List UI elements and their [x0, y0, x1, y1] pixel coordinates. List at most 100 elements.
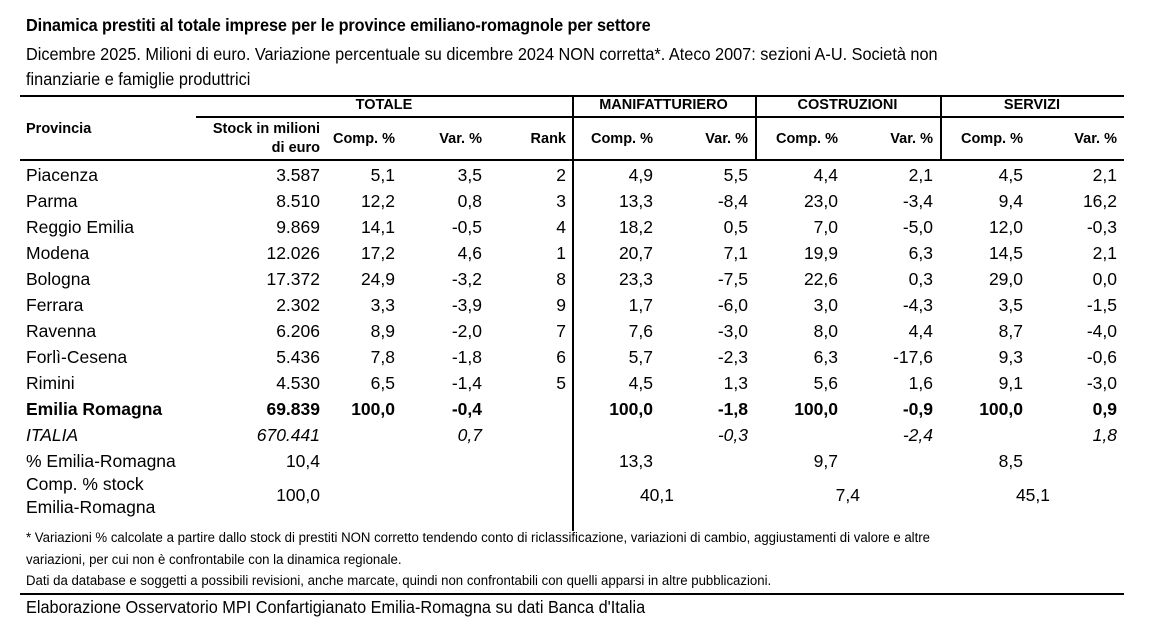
- cell-man-var: 1,3: [723, 373, 748, 393]
- cell-stock: 5.436: [276, 347, 320, 367]
- cell-cos-var: -3,4: [902, 191, 933, 211]
- column-header-cos-comp: Comp. %: [775, 131, 838, 147]
- manifatturiero-divider: [755, 95, 757, 160]
- cell-var: 3,5: [457, 165, 482, 185]
- cell-man-comp: 13,3: [618, 191, 653, 211]
- cell-cos-var: -5,0: [902, 217, 933, 237]
- cell-var: -3,2: [451, 269, 482, 289]
- row-label: Forlì-Cesena: [26, 347, 128, 367]
- cell-ser-var: -0,6: [1086, 347, 1117, 367]
- footnote-3: Dati da database e soggetti a possibili …: [26, 573, 772, 589]
- cell-rank: 7: [556, 321, 566, 341]
- cell-ser-comp: 12,0: [988, 217, 1023, 237]
- cell-cos-var: 1,6: [908, 373, 933, 393]
- cell-cos-comp: 19,9: [803, 243, 838, 263]
- cell-ser-var: 2,1: [1092, 243, 1117, 263]
- row-label: Ferrara: [26, 295, 84, 315]
- footnote-2: variazioni, per cui non è confrontabile …: [26, 552, 402, 568]
- total-cell-man-var: -1,8: [717, 399, 748, 419]
- cell-var: -1,4: [451, 373, 482, 393]
- total-cell-cos-comp: 100,0: [794, 399, 838, 419]
- cell-cos-comp: 6,3: [813, 347, 838, 367]
- column-header-cos-var: Var. %: [890, 131, 933, 147]
- total-cell-man-comp: 100,0: [609, 399, 653, 419]
- cell-ser-var: -4,0: [1086, 321, 1117, 341]
- cell-rank: 1: [556, 243, 566, 263]
- cell-cos-var: 2,1: [908, 165, 933, 185]
- cell-comp: 6,5: [370, 373, 395, 393]
- cell-cos-var: 0,3: [908, 269, 933, 289]
- comp-stock-cell-man: 40,1: [639, 485, 674, 505]
- cell-rank: 8: [556, 269, 566, 289]
- pct-er-row-label: % Emilia-Romagna: [26, 451, 176, 471]
- cell-ser-var: -0,3: [1086, 217, 1117, 237]
- cell-var: 0,8: [457, 191, 482, 211]
- source-line: Elaborazione Osservatorio MPI Confartigi…: [26, 597, 646, 617]
- cell-man-comp: 4,5: [628, 373, 653, 393]
- italia-cell-var: 0,7: [457, 425, 482, 445]
- cell-cos-comp: 8,0: [813, 321, 838, 341]
- page-title: Dinamica prestiti al totale imprese per …: [26, 15, 651, 35]
- cell-stock: 3.587: [276, 165, 320, 185]
- cell-ser-comp: 9,1: [998, 373, 1023, 393]
- total-cell-cos-var: -0,9: [902, 399, 933, 419]
- totale-divider: [572, 95, 574, 531]
- cell-comp: 7,8: [370, 347, 395, 367]
- costruzioni-divider: [940, 95, 942, 160]
- cell-comp: 5,1: [370, 165, 395, 185]
- cell-cos-comp: 5,6: [813, 373, 838, 393]
- cell-cos-comp: 4,4: [813, 165, 838, 185]
- subtitle-line-1: Dicembre 2025. Milioni di euro. Variazio…: [26, 44, 938, 64]
- cell-comp: 14,1: [360, 217, 395, 237]
- cell-ser-comp: 8,7: [998, 321, 1023, 341]
- column-header-stock-line-2: di euro: [271, 140, 320, 156]
- cell-man-comp: 4,9: [628, 165, 653, 185]
- cell-ser-comp: 29,0: [988, 269, 1023, 289]
- cell-rank: 9: [556, 295, 566, 315]
- cell-cos-var: 4,4: [908, 321, 933, 341]
- comp-stock-cell-cos: 7,4: [835, 485, 860, 505]
- column-header-man-var: Var. %: [705, 131, 748, 147]
- group-header-rule: [196, 116, 1124, 118]
- cell-comp: 3,3: [370, 295, 395, 315]
- column-header-ser-var: Var. %: [1074, 131, 1117, 147]
- cell-var: -1,8: [451, 347, 482, 367]
- cell-comp: 17,2: [360, 243, 395, 263]
- cell-man-comp: 1,7: [628, 295, 653, 315]
- row-label: Piacenza: [26, 165, 98, 185]
- cell-comp: 24,9: [360, 269, 395, 289]
- cell-man-var: 0,5: [723, 217, 748, 237]
- cell-var: -3,9: [451, 295, 482, 315]
- column-header-provincia: Provincia: [26, 121, 92, 137]
- row-label: Modena: [26, 243, 90, 263]
- total-cell-ser-var: 0,9: [1092, 399, 1117, 419]
- italia-row-label: ITALIA: [26, 425, 79, 445]
- comp-stock-cell-ser: 45,1: [1015, 485, 1050, 505]
- cell-cos-var: 6,3: [908, 243, 933, 263]
- total-cell-comp: 100,0: [351, 399, 395, 419]
- cell-cos-comp: 23,0: [803, 191, 838, 211]
- cell-ser-var: -1,5: [1086, 295, 1117, 315]
- cell-man-comp: 18,2: [618, 217, 653, 237]
- cell-var: -0,5: [451, 217, 482, 237]
- cell-man-var: -6,0: [717, 295, 748, 315]
- total-cell-var: -0,4: [451, 399, 482, 419]
- cell-man-comp: 20,7: [618, 243, 653, 263]
- column-header-comp: Comp. %: [332, 131, 395, 147]
- cell-stock: 12.026: [266, 243, 320, 263]
- cell-stock: 4.530: [276, 373, 320, 393]
- cell-ser-comp: 9,4: [998, 191, 1023, 211]
- group-header-servizi: SERVIZI: [1003, 97, 1061, 113]
- group-header-manifatturiero: MANIFATTURIERO: [599, 97, 728, 113]
- cell-comp: 8,9: [370, 321, 395, 341]
- italia-cell-man-var: -0,3: [717, 425, 748, 445]
- cell-ser-comp: 14,5: [988, 243, 1023, 263]
- italia-cell-ser-var: 1,8: [1092, 425, 1117, 445]
- cell-stock: 17.372: [266, 269, 320, 289]
- cell-var: -2,0: [451, 321, 482, 341]
- pct-er-cell-stock: 10,4: [285, 451, 320, 471]
- total-cell-stock: 69.839: [266, 399, 320, 419]
- cell-rank: 5: [556, 373, 566, 393]
- cell-cos-comp: 3,0: [813, 295, 838, 315]
- cell-ser-comp: 3,5: [998, 295, 1023, 315]
